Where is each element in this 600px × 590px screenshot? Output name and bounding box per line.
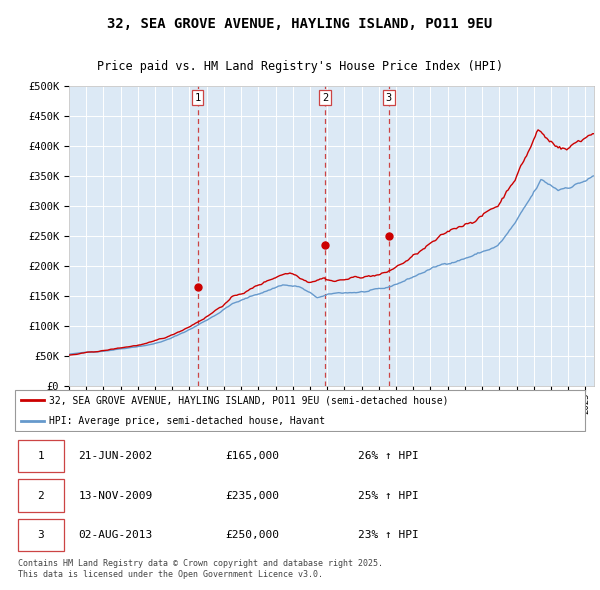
Text: 2: 2 — [322, 93, 328, 103]
Text: 23% ↑ HPI: 23% ↑ HPI — [358, 530, 418, 540]
Text: £235,000: £235,000 — [225, 491, 279, 500]
FancyBboxPatch shape — [15, 390, 585, 431]
Text: £165,000: £165,000 — [225, 451, 279, 461]
Text: 32, SEA GROVE AVENUE, HAYLING ISLAND, PO11 9EU: 32, SEA GROVE AVENUE, HAYLING ISLAND, PO… — [107, 17, 493, 31]
Text: 21-JUN-2002: 21-JUN-2002 — [78, 451, 152, 461]
Text: £250,000: £250,000 — [225, 530, 279, 540]
FancyBboxPatch shape — [18, 519, 64, 551]
Text: 1: 1 — [37, 451, 44, 461]
Text: 26% ↑ HPI: 26% ↑ HPI — [358, 451, 418, 461]
Text: 1: 1 — [194, 93, 201, 103]
Text: Price paid vs. HM Land Registry's House Price Index (HPI): Price paid vs. HM Land Registry's House … — [97, 60, 503, 73]
Text: 02-AUG-2013: 02-AUG-2013 — [78, 530, 152, 540]
Text: 3: 3 — [37, 530, 44, 540]
Text: 32, SEA GROVE AVENUE, HAYLING ISLAND, PO11 9EU (semi-detached house): 32, SEA GROVE AVENUE, HAYLING ISLAND, PO… — [49, 395, 449, 405]
Text: 2: 2 — [37, 491, 44, 500]
Text: 25% ↑ HPI: 25% ↑ HPI — [358, 491, 418, 500]
FancyBboxPatch shape — [18, 440, 64, 472]
Text: HPI: Average price, semi-detached house, Havant: HPI: Average price, semi-detached house,… — [49, 417, 326, 426]
Text: 3: 3 — [386, 93, 392, 103]
Text: 13-NOV-2009: 13-NOV-2009 — [78, 491, 152, 500]
Text: Contains HM Land Registry data © Crown copyright and database right 2025.
This d: Contains HM Land Registry data © Crown c… — [18, 559, 383, 579]
FancyBboxPatch shape — [18, 480, 64, 512]
